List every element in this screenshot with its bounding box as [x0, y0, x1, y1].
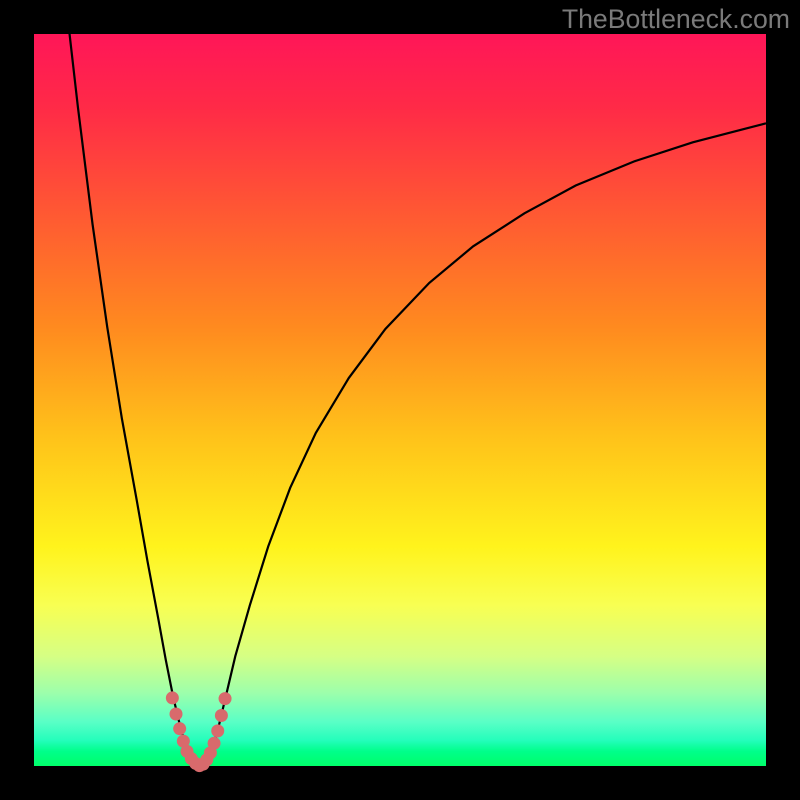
watermark-text: TheBottleneck.com [562, 4, 790, 35]
marker-dot [215, 709, 228, 722]
marker-dot [170, 708, 183, 721]
chart-root: { "watermark": { "text": "TheBottleneck.… [0, 0, 800, 800]
marker-dot [166, 691, 179, 704]
marker-dot [208, 737, 221, 750]
markers-right [197, 692, 232, 771]
marker-dot [211, 724, 224, 737]
marker-dot [219, 692, 232, 705]
marker-dot [173, 722, 186, 735]
curve-layer [34, 34, 766, 766]
plot-area [34, 34, 766, 766]
curve-path [66, 5, 766, 766]
